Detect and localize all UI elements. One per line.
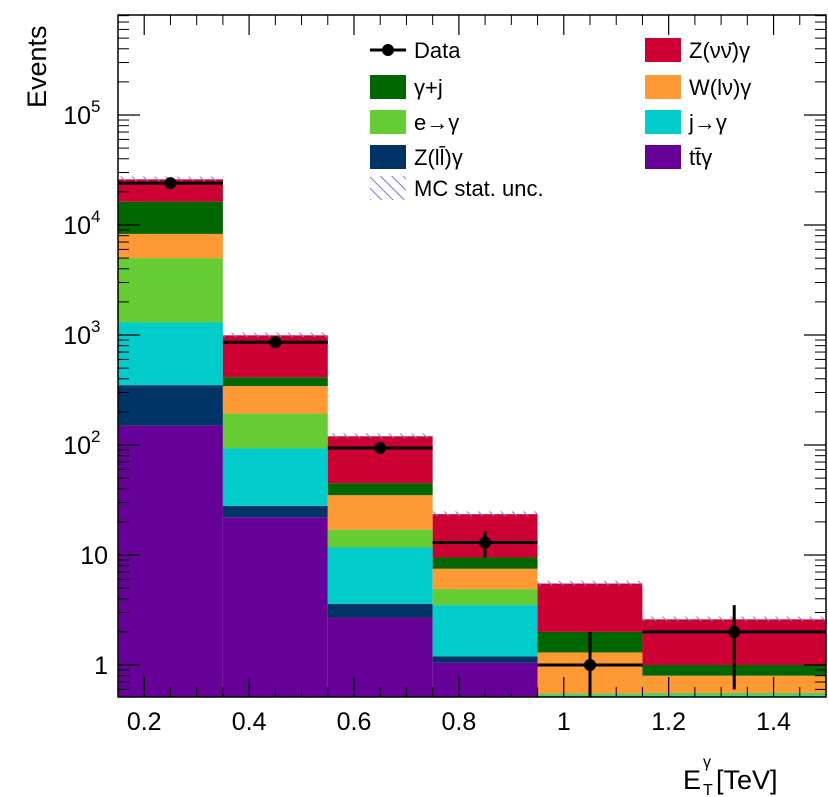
bar-3-bin-5 (642, 692, 826, 696)
y-tick-label-5: 10 (63, 102, 91, 130)
data-point-3 (479, 536, 492, 549)
legend-swatch-4 (370, 110, 406, 134)
bar-2-bin-1 (222, 448, 328, 506)
data-points (118, 177, 826, 697)
y-tick-label-exponent-5: 5 (91, 97, 100, 116)
bar-2-bin-3 (432, 605, 538, 657)
data-point-1 (269, 336, 282, 349)
bar-2-bin-5 (642, 695, 826, 697)
bar-6-bin-4 (537, 583, 643, 632)
plot-frame (117, 14, 827, 698)
legend-swatch-2 (370, 75, 406, 99)
legend-swatch-1 (645, 38, 681, 62)
legend-swatch-5 (645, 110, 681, 134)
legend-label-5: j→γ (688, 110, 727, 135)
bar-6-bin-0 (118, 179, 223, 202)
data-point-4 (584, 659, 596, 671)
bar-3-bin-2 (327, 529, 433, 548)
bar-4-bin-0 (118, 233, 223, 259)
bar-3-bin-0 (118, 258, 223, 323)
legend-label-2: γ+j (414, 75, 443, 100)
bar-5-bin-2 (327, 483, 433, 496)
bar-0-bin-2 (327, 617, 433, 697)
data-point-2 (374, 441, 387, 454)
mc-stat-band-bin-1 (222, 332, 328, 338)
legend-marker-dot (382, 44, 394, 56)
legend-label-8: MC stat. unc. (414, 176, 544, 201)
x-tick-label-6: 1.4 (756, 708, 791, 736)
data-point-0 (164, 177, 177, 190)
legend-label-4: e→γ (414, 110, 459, 135)
bar-0-bin-4 (538, 698, 643, 702)
mc-stat-band-bin-2 (327, 433, 433, 439)
y-tick-label-exponent-2: 2 (91, 427, 100, 446)
x-axis-title-main: E (683, 765, 701, 795)
x-tick-label-4: 1 (557, 708, 571, 736)
bar-1-bin-3 (432, 656, 538, 663)
bar-3-bin-3 (432, 589, 538, 606)
legend-label-3: W(lν)γ (689, 75, 751, 100)
x-tick-label-0: 0.2 (127, 708, 162, 736)
bar-3-bin-1 (222, 413, 328, 449)
x-axis-title: E γ T [TeV] (683, 754, 778, 797)
y-tick-label-2: 10 (63, 432, 91, 460)
legend-hatch-swatch (370, 176, 406, 200)
axis-ticks (117, 15, 827, 697)
x-axis-title-sup: γ (703, 754, 711, 771)
y-axis-title: Events (22, 25, 52, 108)
stacked-bars (118, 179, 826, 702)
legend: Data Z(νν̄)γ γ+j W(lν)γ e→γ j→γ Z(ll̄)γ tt̄γ MC … (370, 38, 751, 201)
x-tick-label-2: 0.6 (337, 708, 372, 736)
y-tick-label-exponent-4: 4 (91, 207, 100, 226)
bar-2-bin-0 (118, 322, 223, 386)
bar-0-bin-1 (222, 517, 328, 697)
bar-1-bin-2 (327, 603, 433, 618)
bar-4-bin-3 (432, 568, 538, 590)
y-tick-label-3: 10 (63, 322, 91, 350)
y-tick-label-0: 1 (94, 652, 108, 680)
y-tick-label-4: 10 (63, 212, 91, 240)
legend-label-1: Z(νν̄)γ (689, 38, 750, 63)
x-tick-label-3: 0.8 (442, 708, 477, 736)
x-axis-title-unit: [TeV] (716, 765, 778, 795)
x-tick-label-1: 0.4 (232, 708, 267, 736)
bar-4-bin-1 (222, 386, 328, 414)
bar-5-bin-0 (118, 201, 223, 234)
y-tick-label-1: 10 (80, 542, 108, 570)
bar-2-bin-2 (327, 547, 433, 604)
legend-swatch-7 (645, 145, 681, 169)
mc-stat-band-bin-4 (537, 580, 643, 586)
data-point-5 (728, 625, 741, 638)
mc-stat-band-bin-3 (432, 511, 538, 517)
legend-label-6: Z(ll̄)γ (414, 145, 463, 170)
y-tick-label-exponent-3: 3 (91, 317, 100, 336)
bar-5-bin-1 (222, 377, 328, 387)
legend-swatch-6 (370, 145, 406, 169)
bar-1-bin-1 (222, 505, 328, 518)
legend-label-0: Data (414, 38, 461, 63)
bar-1-bin-0 (118, 385, 223, 426)
x-tick-label-5: 1.2 (651, 708, 686, 736)
bar-0-bin-0 (118, 425, 223, 697)
bar-5-bin-3 (432, 557, 538, 569)
bar-4-bin-2 (327, 495, 433, 530)
legend-label-7: tt̄γ (689, 145, 712, 170)
x-axis-title-sub: T (703, 782, 713, 797)
bar-0-bin-5 (642, 698, 826, 702)
legend-swatch-3 (645, 75, 681, 99)
